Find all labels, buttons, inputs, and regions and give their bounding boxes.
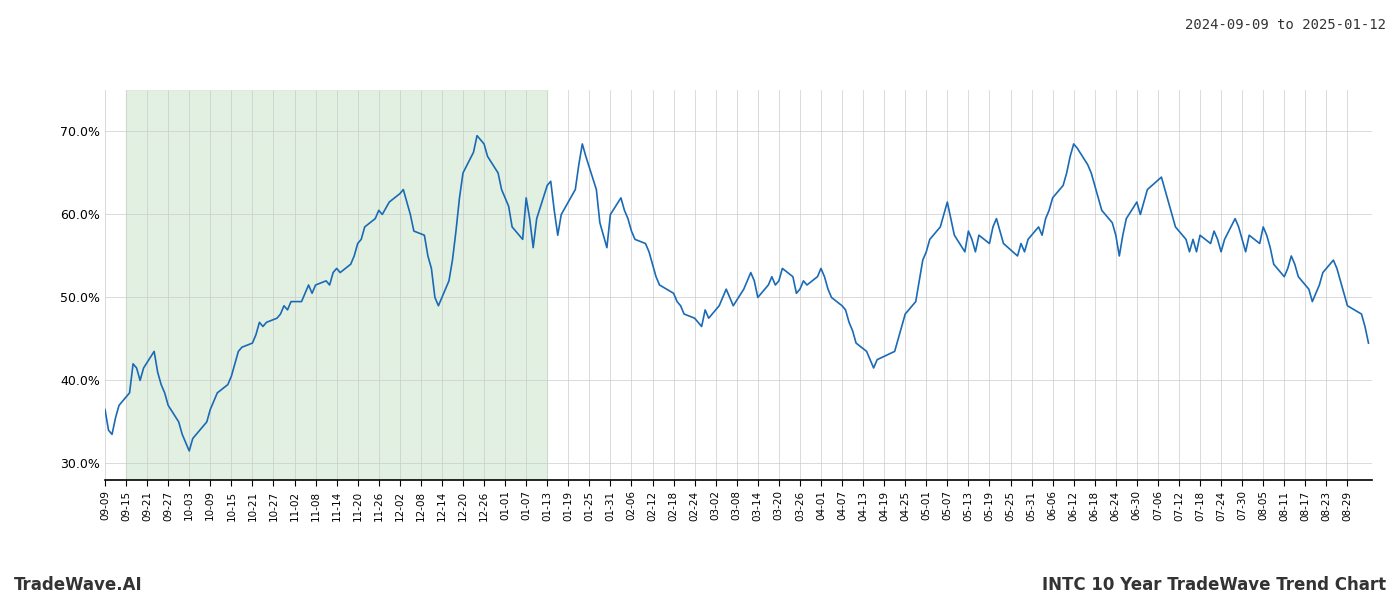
Text: 2024-09-09 to 2025-01-12: 2024-09-09 to 2025-01-12 [1184, 18, 1386, 32]
Text: INTC 10 Year TradeWave Trend Chart: INTC 10 Year TradeWave Trend Chart [1042, 576, 1386, 594]
Bar [126, 90, 547, 480]
Text: TradeWave.AI: TradeWave.AI [14, 576, 143, 594]
